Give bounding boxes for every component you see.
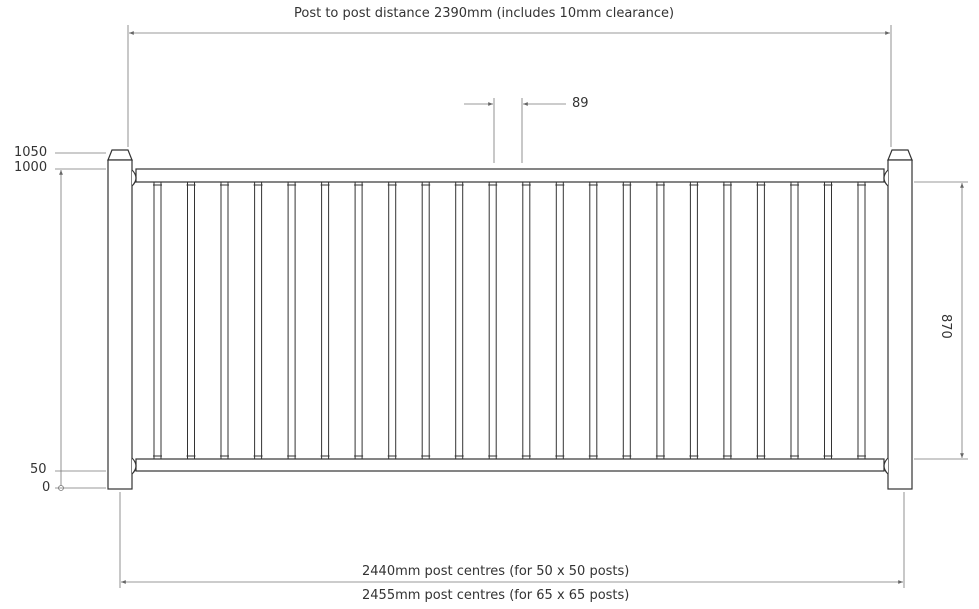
height-tick-0: 0 [42, 480, 51, 495]
baluster [555, 181, 565, 460]
rail-span-dimension [914, 181, 968, 460]
bottom-rail [135, 458, 885, 472]
baluster [320, 181, 330, 460]
baluster [521, 181, 531, 460]
baluster [153, 181, 162, 460]
height-scale [55, 152, 106, 491]
baluster [387, 181, 397, 460]
baluster [454, 181, 464, 460]
right-post [883, 149, 913, 490]
baluster [722, 181, 732, 460]
rails [135, 168, 885, 472]
baluster-gap-dimension [464, 98, 566, 163]
baluster [287, 181, 297, 460]
bottom-dimension-label-2: 2455mm post centres (for 65 x 65 posts) [362, 588, 630, 603]
top-dimension [127, 25, 892, 147]
baluster [823, 181, 833, 460]
baluster [790, 181, 799, 460]
balusters [153, 181, 866, 460]
baluster [253, 181, 263, 460]
baluster [421, 181, 431, 460]
height-tick-1000: 1000 [14, 160, 48, 175]
baluster [354, 181, 364, 460]
baluster [488, 181, 498, 460]
baluster [220, 181, 229, 460]
height-tick-50: 50 [30, 462, 47, 477]
baluster [857, 181, 866, 460]
baluster [622, 181, 632, 460]
baluster [756, 181, 766, 460]
bottom-dimension [119, 492, 905, 588]
top-dimension-label: Post to post distance 2390mm (includes 1… [294, 6, 675, 21]
rail-span-label: 870 [938, 314, 953, 339]
top-rail [135, 168, 885, 183]
baluster [689, 181, 699, 460]
bottom-dimension-label-1: 2440mm post centres (for 50 x 50 posts) [362, 564, 630, 579]
baluster-gap-label: 89 [572, 96, 589, 111]
height-tick-1050: 1050 [14, 145, 48, 160]
baluster [588, 181, 598, 460]
baluster [655, 181, 665, 460]
baluster [186, 181, 196, 460]
left-post [107, 149, 137, 490]
